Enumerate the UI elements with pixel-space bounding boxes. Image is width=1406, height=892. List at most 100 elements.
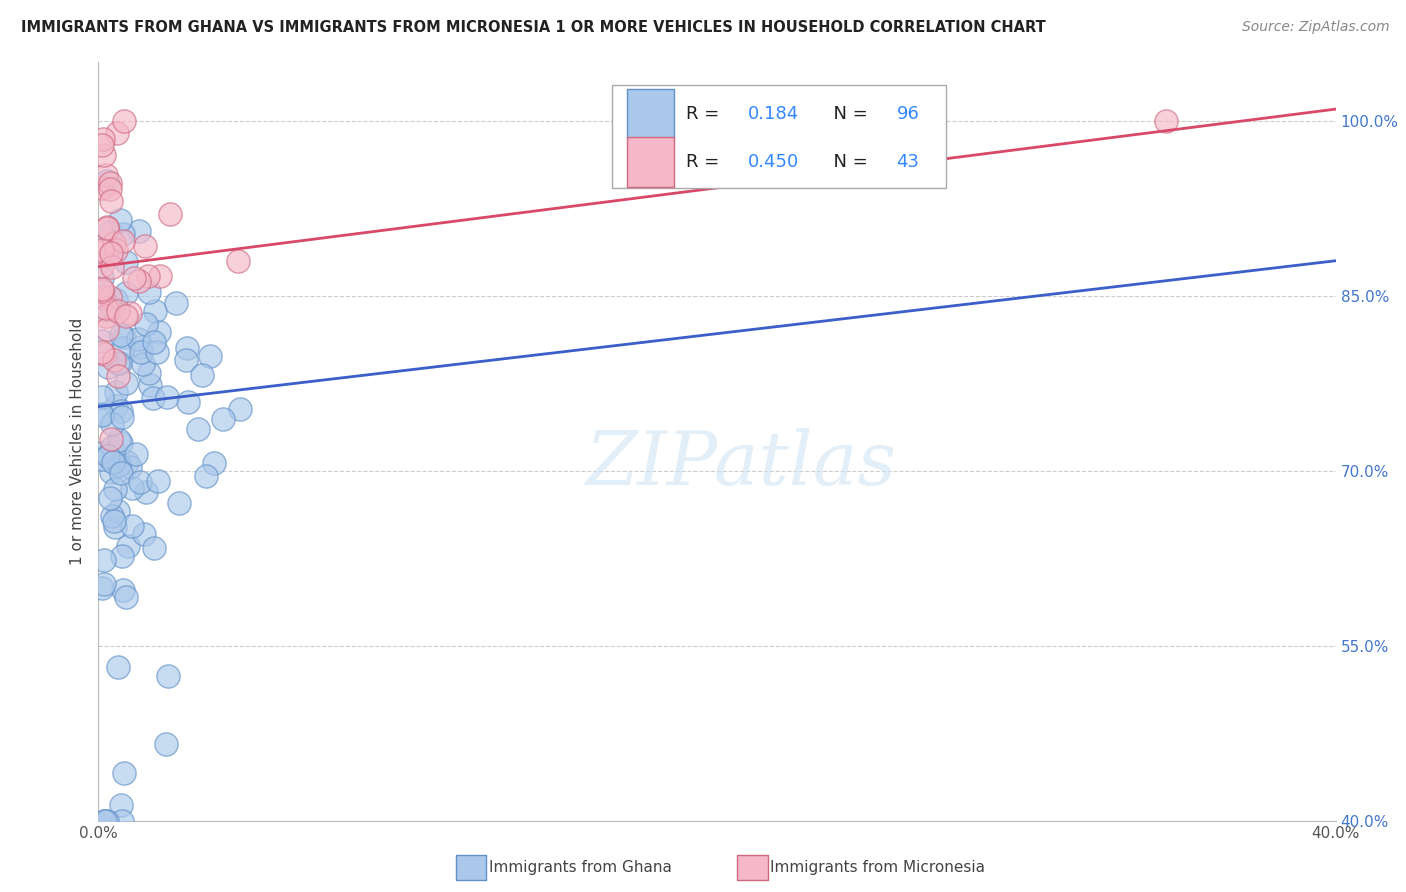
Point <box>90 451 112 466</box>
Point <box>110 212 132 227</box>
Point <box>104 520 127 534</box>
FancyBboxPatch shape <box>627 137 673 186</box>
Text: R =: R = <box>686 105 731 123</box>
Point <box>198 349 221 363</box>
Point <box>118 306 141 320</box>
Point <box>93 576 115 591</box>
Point <box>107 504 129 518</box>
Point <box>98 182 121 196</box>
FancyBboxPatch shape <box>627 89 673 138</box>
Point <box>111 814 134 828</box>
Point <box>195 468 218 483</box>
Point <box>129 345 152 359</box>
Point <box>155 737 177 751</box>
Point <box>176 394 198 409</box>
Point <box>96 814 118 828</box>
Point <box>129 475 152 490</box>
Point <box>101 441 124 455</box>
Point <box>104 384 127 399</box>
Point <box>90 345 112 359</box>
Point <box>100 225 122 239</box>
Point <box>159 207 181 221</box>
Point <box>91 132 114 146</box>
Point <box>91 390 114 404</box>
Point <box>142 541 165 556</box>
Point <box>165 295 187 310</box>
Point <box>169 496 191 510</box>
Point <box>90 259 112 273</box>
Text: R =: R = <box>686 153 731 171</box>
Point <box>129 340 152 354</box>
Point <box>103 235 125 250</box>
Text: IMMIGRANTS FROM GHANA VS IMMIGRANTS FROM MICRONESIA 1 OR MORE VEHICLES IN HOUSEH: IMMIGRANTS FROM GHANA VS IMMIGRANTS FROM… <box>21 20 1046 35</box>
Point <box>108 433 131 447</box>
Point <box>98 246 121 260</box>
Point <box>94 301 117 316</box>
Point <box>111 549 134 563</box>
Point <box>98 290 121 304</box>
Text: N =: N = <box>823 153 873 171</box>
Point <box>114 309 136 323</box>
Point <box>100 465 122 479</box>
Point <box>107 660 129 674</box>
Text: 0.450: 0.450 <box>748 153 799 171</box>
Point <box>90 243 112 257</box>
Point <box>98 176 121 190</box>
Text: Immigrants from Ghana: Immigrants from Ghana <box>489 860 672 874</box>
Point <box>112 330 135 344</box>
Point <box>90 334 112 349</box>
Point <box>96 322 118 336</box>
Point <box>211 412 233 426</box>
Point <box>101 455 124 469</box>
Point <box>91 290 114 304</box>
Point <box>191 368 214 383</box>
Point <box>112 583 135 598</box>
Text: 43: 43 <box>897 153 920 171</box>
Point <box>115 255 138 269</box>
Point <box>143 335 166 350</box>
Point <box>90 181 112 195</box>
Point <box>134 526 156 541</box>
Point <box>112 765 135 780</box>
Point <box>149 269 172 284</box>
Point <box>115 376 138 390</box>
Point <box>101 417 124 432</box>
Point <box>117 539 139 553</box>
Text: ZIPatlas: ZIPatlas <box>586 428 897 500</box>
Point <box>138 366 160 380</box>
Point <box>100 491 122 506</box>
Point <box>110 797 132 812</box>
Point <box>134 239 156 253</box>
Point <box>103 352 125 367</box>
Point <box>103 482 125 496</box>
Point <box>156 390 179 404</box>
Point <box>100 194 122 209</box>
Point <box>90 137 112 152</box>
Point <box>97 450 120 464</box>
Point <box>128 274 150 288</box>
Point <box>96 310 118 324</box>
Text: 0.184: 0.184 <box>748 105 799 123</box>
Point <box>90 245 112 260</box>
Point <box>93 148 115 162</box>
Point <box>90 408 112 422</box>
Point <box>111 409 134 424</box>
Point <box>118 460 141 475</box>
Text: Immigrants from Micronesia: Immigrants from Micronesia <box>770 860 986 874</box>
Point <box>125 447 148 461</box>
Point <box>108 356 131 370</box>
Point <box>157 669 180 683</box>
Point <box>121 519 143 533</box>
Text: 96: 96 <box>897 105 920 123</box>
Point <box>96 220 118 235</box>
Point <box>90 581 112 595</box>
Point <box>176 341 198 355</box>
Point <box>121 481 143 495</box>
Point <box>107 458 129 473</box>
Point <box>142 391 165 405</box>
Point <box>90 446 112 460</box>
Point <box>96 174 118 188</box>
Point <box>139 378 162 392</box>
Point <box>100 432 122 446</box>
Point <box>100 301 122 315</box>
